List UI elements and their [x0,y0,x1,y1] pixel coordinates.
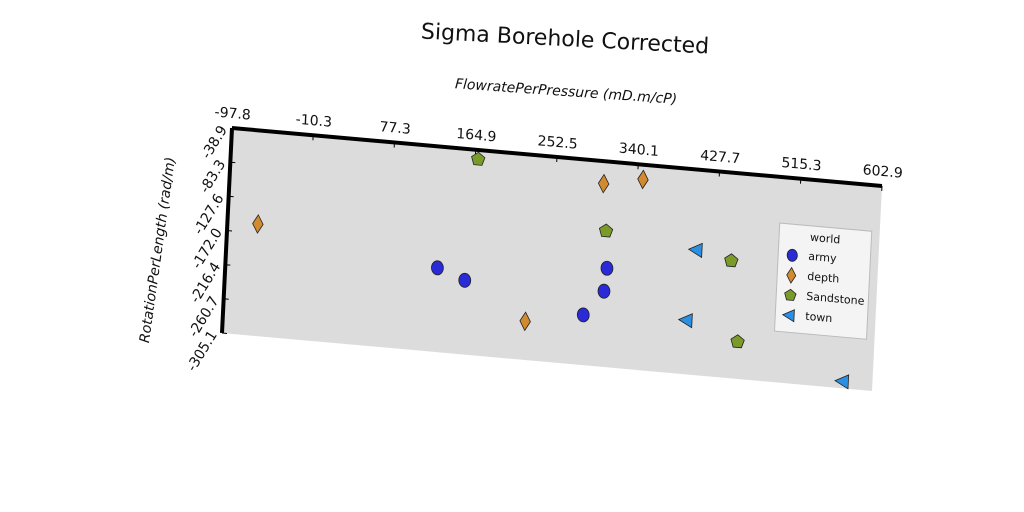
point [687,242,703,259]
chart-title: Sigma Borehole Corrected [420,19,709,59]
point [598,223,614,238]
point [730,334,745,349]
y-axis-label: RotationPerLength (rad/m) [137,156,179,344]
point [597,283,611,299]
legend-label: army [808,250,837,266]
point [834,374,850,390]
x-tick-label: 602.9 [862,162,903,182]
marker [784,288,797,301]
point [431,260,444,276]
legend-box [773,222,873,340]
top-spine [231,126,883,188]
legend-title: world [810,231,841,247]
legend-label: Sandstone [806,290,865,308]
point [576,307,590,323]
x-tick-label: 164.9 [456,126,497,146]
x-tick-label: 340.1 [618,140,659,160]
x-tick-label: 252.5 [537,133,578,153]
point [724,253,739,268]
x-tick-label: -10.3 [295,112,332,131]
y-tick-label: -83.3 [197,157,229,196]
left-spine [219,127,234,334]
x-axis-label: FlowratePerPressure (mD.m/cP) [454,76,677,107]
marker [786,248,798,262]
x-tick-label: -97.8 [214,104,251,123]
y-tick-label: -38.9 [199,123,231,162]
legend-label: depth [807,270,840,286]
point [597,173,610,194]
point [519,311,531,332]
point [252,214,264,234]
legend: world army depth Sandstone town [773,222,873,340]
point [458,272,472,288]
point [471,151,486,166]
x-tick-label: 427.7 [700,148,741,168]
marker [786,266,797,284]
point [637,169,649,190]
plot-area: -97.8 -10.3 77.3 164.9 252.5 340.1 427.7 515.3 6… [184,104,903,391]
legend-label: town [805,310,833,325]
plot-background [221,128,882,391]
marker [781,309,795,323]
point [677,313,693,329]
x-tick-label: 77.3 [379,119,411,138]
x-tick-label: 515.3 [781,155,822,175]
point [600,260,614,276]
